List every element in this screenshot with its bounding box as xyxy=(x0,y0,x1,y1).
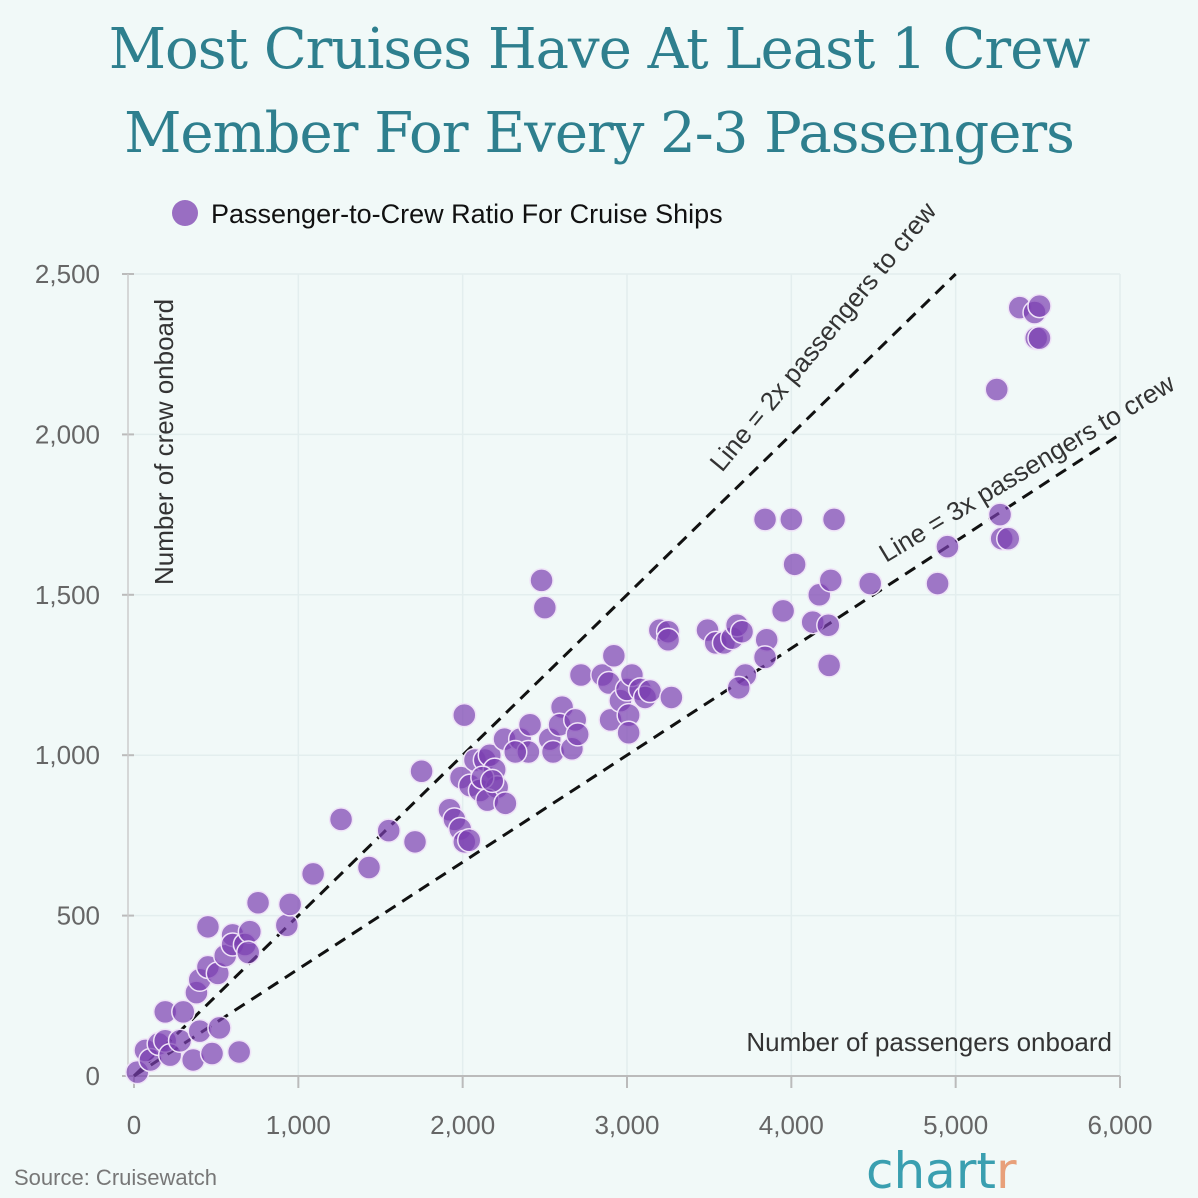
data-point xyxy=(601,643,627,669)
data-point xyxy=(655,627,681,652)
data-point xyxy=(402,829,428,855)
data-point xyxy=(987,502,1013,527)
legend-label: Passenger-to-Crew Ratio For Cruise Ships xyxy=(211,199,723,229)
data-point xyxy=(984,377,1009,402)
data-point xyxy=(925,571,950,596)
data-point xyxy=(568,662,594,688)
data-point xyxy=(409,758,434,784)
data-point xyxy=(456,827,482,853)
data-point xyxy=(779,507,804,532)
data-point xyxy=(565,722,590,747)
logo-main: chart xyxy=(866,1142,996,1198)
data-point xyxy=(195,914,221,940)
y-tick-label: 1,500 xyxy=(35,580,100,610)
chartr-logo: chartr xyxy=(866,1142,1017,1198)
data-point xyxy=(752,645,778,670)
data-point xyxy=(816,613,841,638)
svg-text:chartr: chartr xyxy=(866,1142,1017,1198)
x-tick-label: 1,000 xyxy=(266,1110,331,1140)
data-points xyxy=(125,293,1052,1085)
title-line-2: Member For Every 2-3 Passengers xyxy=(124,101,1075,166)
data-point xyxy=(857,571,883,596)
data-point xyxy=(752,507,778,532)
data-point xyxy=(226,1039,252,1065)
data-point xyxy=(729,619,755,644)
x-axis-label: Number of passengers onboard xyxy=(746,1027,1112,1057)
data-point xyxy=(782,552,807,577)
data-point xyxy=(356,855,382,880)
data-point xyxy=(237,919,263,944)
data-point xyxy=(935,534,960,559)
y-axis-label: Number of crew onboard xyxy=(149,299,179,585)
chart-title: Most Cruises Have At Least 1 Crew Member… xyxy=(0,8,1198,176)
data-point xyxy=(452,702,477,728)
title-line-1: Most Cruises Have At Least 1 Crew xyxy=(108,17,1091,82)
axes: 0 1,000 2,000 3,000 4,000 5,000 6,000 0 500 1,000… xyxy=(35,259,1153,1140)
data-point xyxy=(726,675,751,701)
data-point xyxy=(245,890,271,916)
data-point xyxy=(1027,325,1052,351)
data-point xyxy=(1027,293,1052,319)
data-point xyxy=(770,598,796,624)
data-point xyxy=(171,999,196,1025)
data-point xyxy=(300,861,326,887)
x-tick-label: 5,000 xyxy=(923,1110,988,1140)
data-point xyxy=(659,685,684,710)
x-tick-label: 0 xyxy=(127,1110,141,1140)
data-point xyxy=(376,818,401,843)
data-point xyxy=(328,807,354,832)
y-tick-label: 2,000 xyxy=(35,419,100,449)
source-note: Source: Cruisewatch xyxy=(14,1165,217,1190)
data-point xyxy=(532,595,558,620)
y-tick-label: 2,500 xyxy=(35,259,100,289)
data-point xyxy=(637,678,663,704)
x-tick-label: 6,000 xyxy=(1087,1110,1152,1140)
data-point xyxy=(996,526,1021,551)
data-point xyxy=(818,568,844,593)
data-point xyxy=(167,1028,193,1053)
legend-marker xyxy=(172,200,198,226)
data-point xyxy=(529,568,554,593)
data-point xyxy=(503,739,528,765)
y-tick-label: 0 xyxy=(86,1061,100,1091)
data-point xyxy=(517,712,543,737)
data-point xyxy=(821,507,847,532)
y-tick-label: 1,000 xyxy=(35,740,100,770)
logo-accent: r xyxy=(996,1142,1017,1198)
y-tick-label: 500 xyxy=(57,901,100,931)
x-tick-label: 3,000 xyxy=(594,1110,659,1140)
reference-line-2x xyxy=(132,272,957,1078)
legend: Passenger-to-Crew Ratio For Cruise Ships xyxy=(172,199,723,229)
data-point xyxy=(493,791,518,816)
data-point xyxy=(199,1041,225,1066)
data-point xyxy=(816,653,842,678)
ref-line-3x-label: Line = 3x passengers to crew xyxy=(874,368,1180,568)
data-point xyxy=(235,940,261,965)
data-point xyxy=(616,720,641,745)
x-tick-label: 4,000 xyxy=(759,1110,824,1140)
data-point xyxy=(274,912,300,938)
data-point xyxy=(479,768,505,794)
data-point xyxy=(207,1015,232,1041)
x-tick-label: 2,000 xyxy=(430,1110,495,1140)
data-point xyxy=(277,892,303,917)
